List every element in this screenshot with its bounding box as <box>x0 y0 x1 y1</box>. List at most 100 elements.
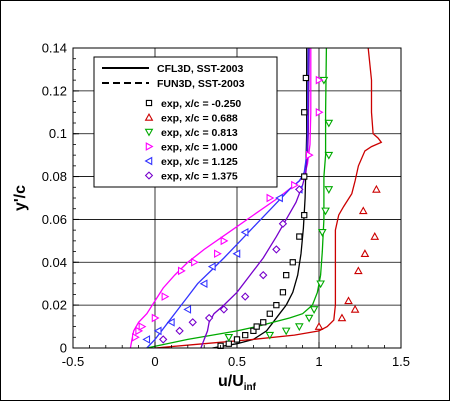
series-2-point-5 <box>309 306 319 314</box>
series-2-point-3 <box>294 323 304 332</box>
series-2-point-7 <box>317 229 327 237</box>
series-1-point-6 <box>370 232 380 240</box>
series-3-point-13 <box>315 75 324 85</box>
series-3-point-7 <box>214 249 222 259</box>
x-axis-label-main: u/U <box>218 373 244 390</box>
series-5-point-8 <box>278 219 288 228</box>
series-5-point-2 <box>188 318 197 327</box>
series-3-point-4 <box>161 292 170 301</box>
y-tick-label-1: 0.02 <box>42 298 67 313</box>
series-3-point-12 <box>315 107 324 117</box>
series-3-point-11 <box>305 150 314 160</box>
series-1-point-4 <box>354 266 363 275</box>
series-0-point-8 <box>273 301 280 309</box>
legend-marker-1 <box>144 112 154 121</box>
y-axis-label: y'/c <box>12 185 29 211</box>
series-0-point-1 <box>225 340 232 347</box>
series-1-point-8 <box>372 184 381 193</box>
series-4-point-4 <box>199 279 208 289</box>
series-curve-2 <box>146 48 328 348</box>
series-5-point-4 <box>219 305 229 314</box>
series-3-point-2 <box>138 322 147 331</box>
legend-series-label-4: exp, x/c = 1.125 <box>161 156 238 168</box>
series-4-point-5 <box>207 262 216 271</box>
legend-box <box>93 56 278 188</box>
series-0-point-6 <box>260 319 267 326</box>
series-2-point-2 <box>281 327 291 336</box>
series-1-point-1 <box>337 313 347 322</box>
series-1-point-0 <box>314 322 324 330</box>
series-curve-5 <box>200 48 310 348</box>
series-2-point-8 <box>321 207 330 216</box>
series-2-point-6 <box>316 280 325 289</box>
series-4-point-8 <box>275 193 283 203</box>
series-3-point-5 <box>177 266 186 276</box>
series-4-point-0 <box>142 335 151 344</box>
legend: CFL3D, SST-2003 FUN3D, SST-2003 exp, x/c =… <box>93 56 278 188</box>
legend-series-label-0: exp, x/c = -0.250 <box>161 98 241 110</box>
series-4-point-2 <box>166 317 175 327</box>
series-0-point-3 <box>242 331 249 339</box>
legend-series-label-3: exp, x/c = 1.000 <box>161 142 238 154</box>
x-tick-label-3: 1 <box>315 354 322 369</box>
x-tick-label-0: -0.5 <box>62 354 84 369</box>
axis-tick-labels: -0.5 0 0.5 1 1.500.020.040.060.080.10.120.14 <box>42 41 410 370</box>
series-1-point-5 <box>360 249 370 257</box>
series-2-point-0 <box>224 334 234 342</box>
series-0-point-10 <box>283 271 290 279</box>
series-5-point-6 <box>259 270 268 280</box>
series-5-point-0 <box>159 335 168 344</box>
y-tick-label-6: 0.12 <box>42 83 67 98</box>
series-0-point-16 <box>302 74 310 82</box>
series-3-point-8 <box>220 236 229 246</box>
series-curve-3 <box>129 48 312 348</box>
series-0-point-13 <box>301 211 308 219</box>
legend-marker-2 <box>144 128 154 137</box>
series-4-point-6 <box>232 249 241 259</box>
y-tick-label-7: 0.14 <box>42 41 67 56</box>
series-1-point-7 <box>358 206 368 215</box>
series-0-point-2 <box>233 336 241 343</box>
series-markers <box>132 74 381 350</box>
series-2-point-9 <box>324 186 334 194</box>
series-3-point-6 <box>191 257 199 267</box>
y-tick-label-5: 0.1 <box>49 126 67 141</box>
series-2-point-10 <box>324 151 334 160</box>
series-5-point-5 <box>241 292 250 301</box>
series-5-point-3 <box>204 313 214 323</box>
series-5-point-1 <box>175 326 184 336</box>
series-3-point-9 <box>266 193 275 203</box>
series-0-point-7 <box>266 310 273 317</box>
series-0-point-9 <box>279 289 287 296</box>
legend-marker-3 <box>145 142 154 151</box>
legend-series-label-2: exp, x/c = 0.813 <box>161 127 238 139</box>
series-curve-4 <box>146 48 309 348</box>
y-tick-label-4: 0.08 <box>42 169 67 184</box>
legend-marker-0 <box>145 99 153 107</box>
x-tick-label-1: 0 <box>151 354 158 369</box>
x-tick-label-4: 1.5 <box>392 354 410 369</box>
series-2-point-11 <box>324 119 334 128</box>
y-tick-label-3: 0.06 <box>42 212 67 227</box>
series-0-point-5 <box>253 323 260 330</box>
legend-series-label-5: exp, x/c = 1.375 <box>161 171 238 183</box>
series-curve-1 <box>154 48 383 348</box>
series-1-point-3 <box>344 296 353 305</box>
series-3-point-10 <box>291 180 299 190</box>
legend-line-label-0: CFL3D, SST-2003 <box>157 63 244 75</box>
x-tick-label-2: 0.5 <box>228 354 246 369</box>
series-3-point-3 <box>151 313 160 323</box>
x-axis-label: u/Uinf <box>218 373 257 393</box>
series-4-point-1 <box>153 326 162 336</box>
series-0-point-11 <box>289 259 296 266</box>
series-5-point-7 <box>272 245 281 254</box>
series-0-point-15 <box>301 109 308 116</box>
x-axis-label-subscript: inf <box>244 382 257 393</box>
series-1-point-2 <box>350 304 360 313</box>
legend-marker-5 <box>144 171 154 180</box>
series-2-point-1 <box>265 331 275 340</box>
legend-series-label-1: exp, x/c = 0.688 <box>161 113 238 125</box>
y-tick-label-0: 0 <box>60 341 67 356</box>
